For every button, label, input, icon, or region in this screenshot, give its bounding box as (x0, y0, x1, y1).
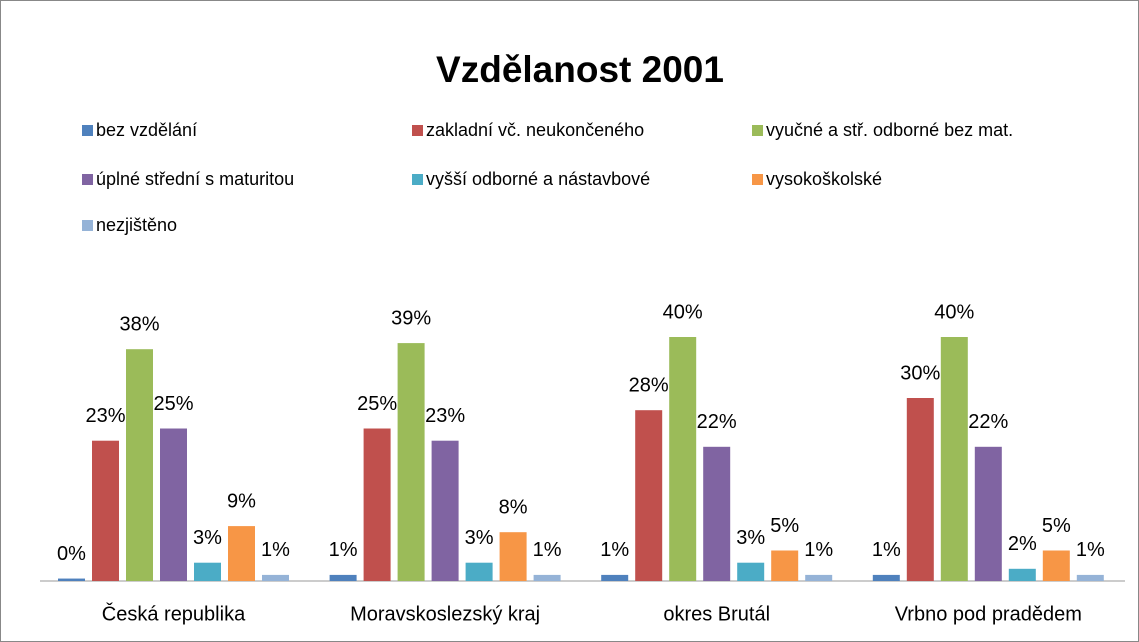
data-label: 8% (499, 496, 528, 518)
bar (194, 562, 221, 581)
bar (940, 337, 968, 581)
data-label: 38% (119, 313, 159, 335)
bar (160, 428, 187, 581)
data-label: 39% (391, 307, 431, 329)
bar (465, 562, 493, 581)
legend-swatch (412, 125, 423, 136)
legend-swatch (82, 220, 93, 231)
bar (771, 550, 799, 581)
data-label: 3% (465, 527, 494, 549)
data-label: 22% (968, 411, 1008, 433)
legend-label: nezjištěno (96, 215, 177, 235)
bar (92, 440, 119, 581)
bar (1042, 550, 1070, 581)
data-label: 40% (934, 301, 974, 323)
data-label: 9% (227, 490, 256, 512)
x-tick-label: okres Brutál (663, 603, 770, 625)
bar (906, 398, 934, 581)
data-label: 23% (425, 405, 465, 427)
legend-label: úplné střední s maturitou (96, 169, 294, 189)
bar (533, 574, 561, 581)
data-label: 1% (600, 539, 629, 561)
legend-label: vysokoškolské (766, 169, 882, 189)
data-label: 1% (804, 539, 833, 561)
data-label: 2% (1008, 533, 1037, 555)
bar (635, 410, 663, 581)
legend-swatch (752, 174, 763, 185)
data-label: 23% (85, 405, 125, 427)
data-label: 1% (533, 539, 562, 561)
data-label: 25% (357, 393, 397, 415)
data-label: 1% (261, 539, 290, 561)
data-label: 5% (1042, 515, 1071, 537)
data-label: 25% (153, 393, 193, 415)
bar (974, 446, 1002, 581)
bar (805, 574, 833, 581)
data-label: 1% (329, 539, 358, 561)
legend-swatch (82, 125, 93, 136)
bar (669, 337, 697, 581)
data-label: 30% (900, 362, 940, 384)
bar (126, 349, 153, 581)
x-tick-label: Moravskoslezský kraj (350, 603, 540, 625)
legend-label: bez vzdělání (96, 120, 197, 140)
bar (1008, 568, 1036, 581)
chart-title: Vzdělanost 2001 (436, 49, 724, 90)
bar (737, 562, 765, 581)
legend-label: vyšší odborné a nástavbové (426, 169, 650, 189)
bar (262, 574, 289, 581)
bar (601, 574, 629, 581)
x-tick-label: Česká republika (102, 602, 246, 625)
legend-swatch (82, 174, 93, 185)
data-label: 22% (697, 411, 737, 433)
bar (228, 526, 255, 581)
bar (363, 428, 391, 581)
bar (397, 343, 425, 581)
data-label: 1% (1076, 539, 1105, 561)
bar (1076, 574, 1104, 581)
bar (499, 532, 527, 581)
legend-label: vyučné a stř. odborné bez mat. (766, 120, 1013, 140)
bar (703, 446, 731, 581)
legend-swatch (412, 174, 423, 185)
data-label: 28% (629, 374, 669, 396)
legend-swatch (752, 125, 763, 136)
bar (329, 574, 357, 581)
data-label: 0% (57, 543, 86, 565)
data-label: 3% (193, 527, 222, 549)
legend-label: zakladní vč. neukončeného (426, 120, 644, 140)
x-tick-label: Vrbno pod pradědem (895, 603, 1082, 625)
bar (431, 440, 459, 581)
data-label: 5% (770, 515, 799, 537)
bar (58, 578, 85, 581)
data-label: 40% (663, 301, 703, 323)
data-label: 3% (736, 527, 765, 549)
bar (872, 574, 900, 581)
data-label: 1% (872, 539, 901, 561)
